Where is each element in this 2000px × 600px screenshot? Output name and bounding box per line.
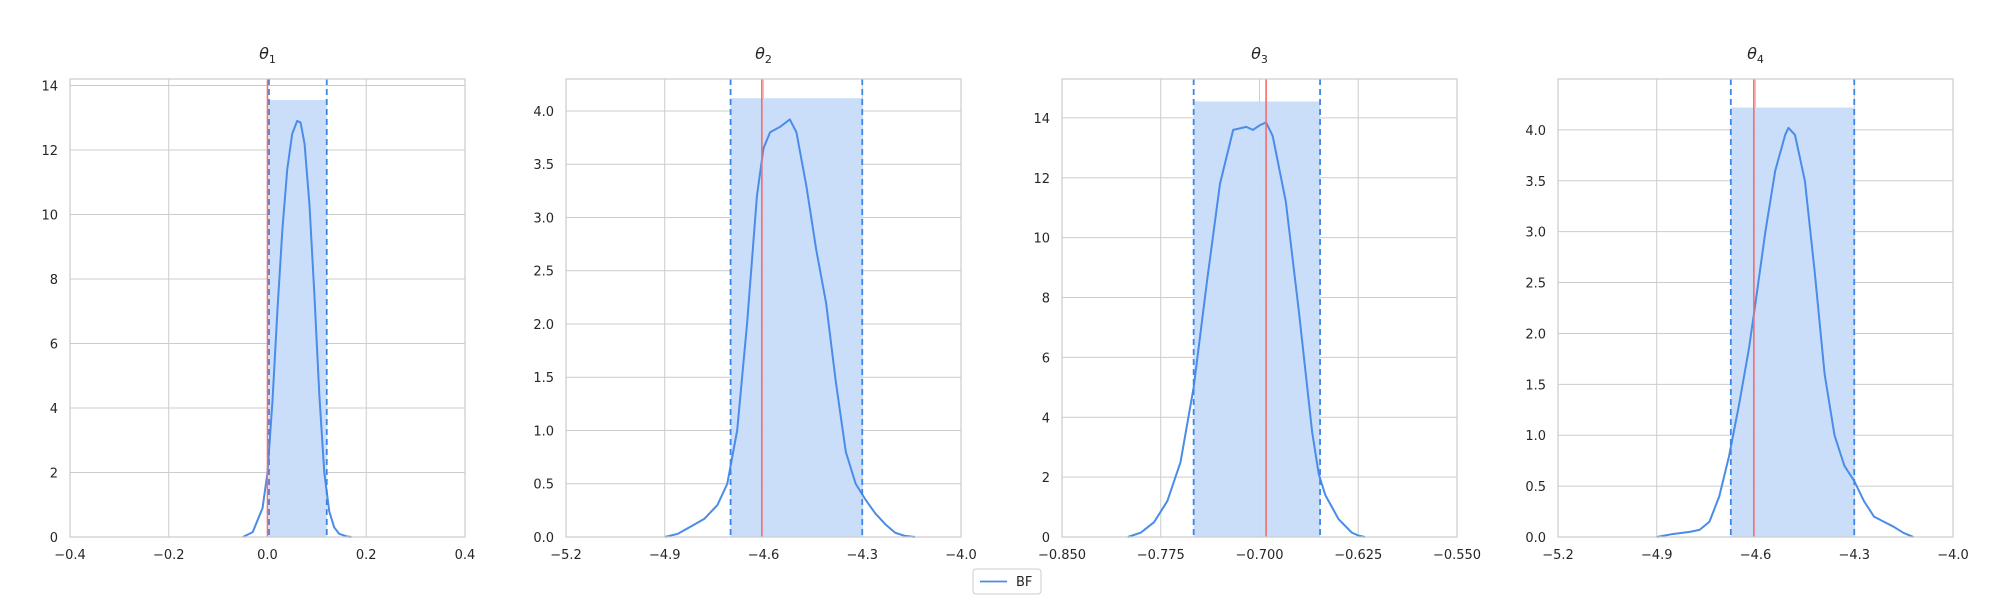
y-tick-label: 2 — [1042, 471, 1050, 486]
subplot-title-symbol: θ — [259, 44, 269, 63]
x-tick-label: −4.6 — [748, 548, 780, 563]
subplot-title-subscript: 1 — [269, 53, 276, 66]
subplot-title-symbol: θ — [1251, 44, 1261, 63]
x-tick-label: −0.700 — [1235, 548, 1283, 563]
subplot-title-symbol: θ — [755, 44, 765, 63]
x-tick-label: −0.850 — [1038, 548, 1086, 563]
y-tick-label: 10 — [1033, 232, 1050, 247]
x-tick-label: −0.4 — [54, 548, 86, 563]
y-tick-label: 1.0 — [1525, 429, 1546, 444]
credible-interval-band — [1730, 107, 1855, 538]
legend: BF — [972, 568, 1042, 595]
x-tick-label: 0.2 — [356, 548, 377, 563]
axes-frame — [1557, 78, 1954, 538]
subplot-title-symbol: θ — [1747, 44, 1757, 63]
y-tick-label: 4 — [1042, 411, 1050, 426]
x-tick-label: −4.3 — [1838, 548, 1870, 563]
y-tick-label: 4.0 — [533, 105, 554, 120]
density-curve-bf — [1127, 121, 1366, 538]
y-tick-label: 0.0 — [533, 531, 554, 546]
y-tick-label: 6 — [1042, 351, 1050, 366]
y-tick-label: 2.0 — [1525, 327, 1546, 342]
y-tick-label: 14 — [41, 79, 58, 94]
y-tick-label: 0.5 — [533, 478, 554, 493]
subplot-theta-3: −0.850 −0.775 −0.700 −0.625 −0.550 0 2 4 6 8 10 12 1… — [1033, 44, 1481, 563]
y-tick-label: 0.5 — [1525, 480, 1546, 495]
subplot-theta-1: −0.4 −0.2 0.0 0.2 0.4 0 2 4 6 8 10 12 14 θ1 — [41, 44, 475, 563]
x-tick-label: 0.4 — [455, 548, 476, 563]
x-tick-label: −0.775 — [1137, 548, 1185, 563]
y-tick-label: 12 — [41, 144, 58, 159]
y-tick-label: 8 — [50, 273, 58, 288]
y-tick-label: 3.0 — [533, 211, 554, 226]
y-tick-label: 2 — [50, 466, 58, 481]
y-tick-label: 4 — [50, 402, 58, 417]
y-tick-label: 0.0 — [1525, 531, 1546, 546]
y-tick-label: 3.0 — [1525, 226, 1546, 241]
x-tick-label: −4.0 — [945, 548, 977, 563]
subplot-title-subscript: 3 — [1261, 53, 1268, 66]
density-curve-bf — [1656, 126, 1914, 538]
y-tick-label: 3.5 — [1525, 175, 1546, 190]
y-tick-label: 6 — [50, 337, 58, 352]
axes-frame — [69, 78, 466, 538]
y-tick-label: 12 — [1033, 172, 1050, 187]
x-tick-label: −4.9 — [1641, 548, 1673, 563]
subplot-title-subscript: 2 — [765, 53, 772, 66]
y-tick-label: 1.0 — [533, 424, 554, 439]
x-tick-label: 0.0 — [257, 548, 278, 563]
y-tick-label: 14 — [1033, 112, 1050, 127]
subplot-theta-4: −5.2 −4.9 −4.6 −4.3 −4.0 0.0 0.5 1.0 1.5 2.0 2.5 3.… — [1525, 44, 1968, 563]
x-tick-label: −4.3 — [846, 548, 878, 563]
credible-interval-band — [268, 99, 327, 538]
x-tick-label: −5.2 — [550, 548, 582, 563]
y-tick-label: 4.0 — [1525, 124, 1546, 139]
x-tick-label: −4.6 — [1740, 548, 1772, 563]
x-tick-label: −4.9 — [649, 548, 681, 563]
subplot-title-subscript: 4 — [1757, 53, 1764, 66]
y-tick-label: 0 — [50, 531, 58, 546]
y-tick-label: 2.5 — [533, 265, 554, 280]
y-tick-label: 0 — [1042, 531, 1050, 546]
y-tick-label: 8 — [1042, 292, 1050, 307]
y-tick-label: 10 — [41, 208, 58, 223]
axes-frame — [1061, 78, 1458, 538]
legend-label: BF — [1016, 575, 1032, 590]
x-tick-label: −4.0 — [1937, 548, 1969, 563]
credible-interval-band — [730, 98, 863, 538]
subplot-title: θ3 — [1251, 44, 1268, 66]
y-tick-label: 2.5 — [1525, 277, 1546, 292]
density-curve-bf — [664, 118, 916, 538]
subplot-title: θ2 — [755, 44, 772, 66]
subplot-theta-2: −5.2 −4.9 −4.6 −4.3 −4.0 0.0 0.5 1.0 1.5 2.0 2.5 3.… — [533, 44, 976, 563]
subplot-title: θ1 — [259, 44, 276, 66]
y-tick-label: 2.0 — [533, 318, 554, 333]
axes-frame — [565, 78, 962, 538]
credible-interval-band — [1193, 101, 1321, 537]
density-curve-bf — [242, 119, 352, 538]
x-tick-label: −0.2 — [153, 548, 185, 563]
x-tick-label: −0.625 — [1334, 548, 1382, 563]
subplot-title: θ4 — [1747, 44, 1764, 66]
y-tick-label: 1.5 — [533, 371, 554, 386]
y-tick-label: 3.5 — [533, 158, 554, 173]
x-tick-label: −5.2 — [1542, 548, 1574, 563]
y-tick-label: 1.5 — [1525, 378, 1546, 393]
x-tick-label: −0.550 — [1433, 548, 1481, 563]
